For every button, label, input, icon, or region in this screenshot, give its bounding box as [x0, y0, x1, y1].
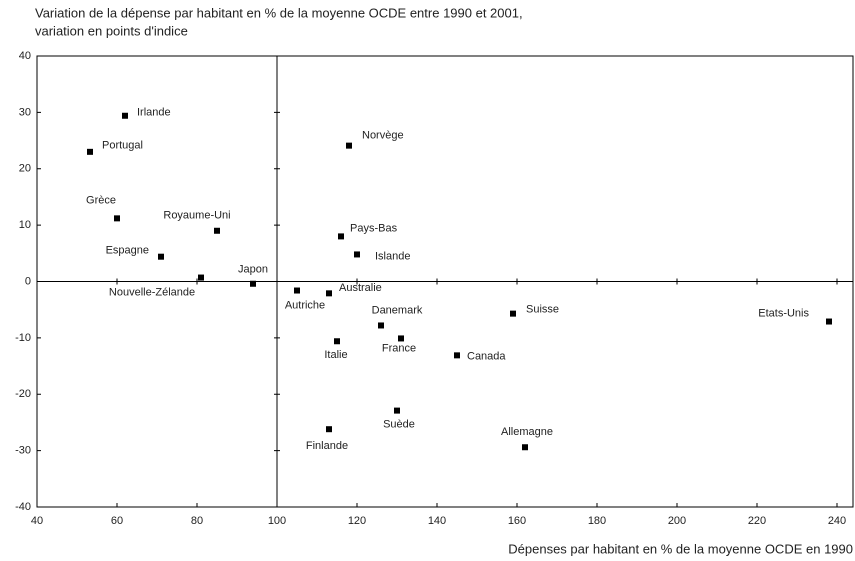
x-axis-title: Dépenses par habitant en % de la moyenne… — [508, 541, 853, 556]
y-tick-label: -10 — [15, 332, 31, 344]
point-label: Australie — [339, 282, 382, 294]
y-tick-label: -20 — [15, 388, 31, 400]
point-label: Pays-Bas — [350, 222, 398, 234]
x-tick-label: 100 — [268, 515, 286, 527]
point-label: Portugal — [102, 140, 143, 152]
point — [87, 148, 93, 155]
x-tick-label: 240 — [828, 515, 846, 527]
y-tick-label: 0 — [25, 275, 31, 287]
point — [522, 444, 528, 451]
point — [250, 280, 256, 287]
point-label: Espagne — [106, 245, 149, 257]
x-tick-label: 120 — [348, 515, 366, 527]
point — [346, 142, 352, 149]
point-label: Finlande — [306, 440, 348, 452]
point-label: Irlande — [137, 107, 171, 119]
point — [826, 318, 832, 325]
y-axis-title: Variation de la dépense par habitant en … — [35, 5, 523, 20]
y-axis-title: variation en points d'indice — [35, 23, 188, 38]
point-label: Italie — [324, 349, 347, 361]
point-label: Japon — [238, 264, 268, 276]
x-tick-label: 220 — [748, 515, 766, 527]
point — [214, 227, 220, 234]
point — [378, 322, 384, 329]
y-tick-label: 10 — [19, 219, 31, 231]
y-tick-label: -30 — [15, 445, 31, 457]
point-label: Etats-Unis — [758, 307, 809, 319]
point — [326, 426, 332, 433]
point — [510, 310, 516, 317]
y-tick-label: 20 — [19, 163, 31, 175]
point — [398, 335, 404, 342]
point-label: Islande — [375, 250, 410, 262]
point-label: Norvège — [362, 130, 404, 142]
point — [454, 352, 460, 359]
point — [158, 253, 164, 260]
point — [294, 287, 300, 294]
point — [334, 338, 340, 345]
y-tick-label: 30 — [19, 106, 31, 118]
point-label: Canada — [467, 350, 506, 362]
point-label: Suisse — [526, 304, 559, 316]
x-tick-label: 60 — [111, 515, 123, 527]
point-label: Suède — [383, 419, 415, 431]
x-tick-label: 200 — [668, 515, 686, 527]
point — [198, 274, 204, 281]
point-label: Nouvelle-Zélande — [109, 286, 195, 298]
point — [114, 215, 120, 222]
y-tick-label: 40 — [19, 50, 31, 62]
point-label: France — [382, 342, 416, 354]
point-label: Autriche — [285, 299, 325, 311]
point-label: Danemark — [372, 304, 423, 316]
x-tick-label: 40 — [31, 515, 43, 527]
point — [354, 251, 360, 258]
point — [394, 407, 400, 414]
y-tick-label: -40 — [15, 501, 31, 513]
point-label: Allemagne — [501, 426, 553, 438]
x-tick-label: 80 — [191, 515, 203, 527]
point-label: Royaume-Uni — [163, 210, 230, 222]
point-label: Grèce — [86, 194, 116, 206]
x-tick-label: 180 — [588, 515, 606, 527]
point — [122, 112, 128, 119]
point — [338, 233, 344, 240]
point — [326, 290, 332, 297]
x-tick-label: 140 — [428, 515, 446, 527]
x-tick-label: 160 — [508, 515, 526, 527]
